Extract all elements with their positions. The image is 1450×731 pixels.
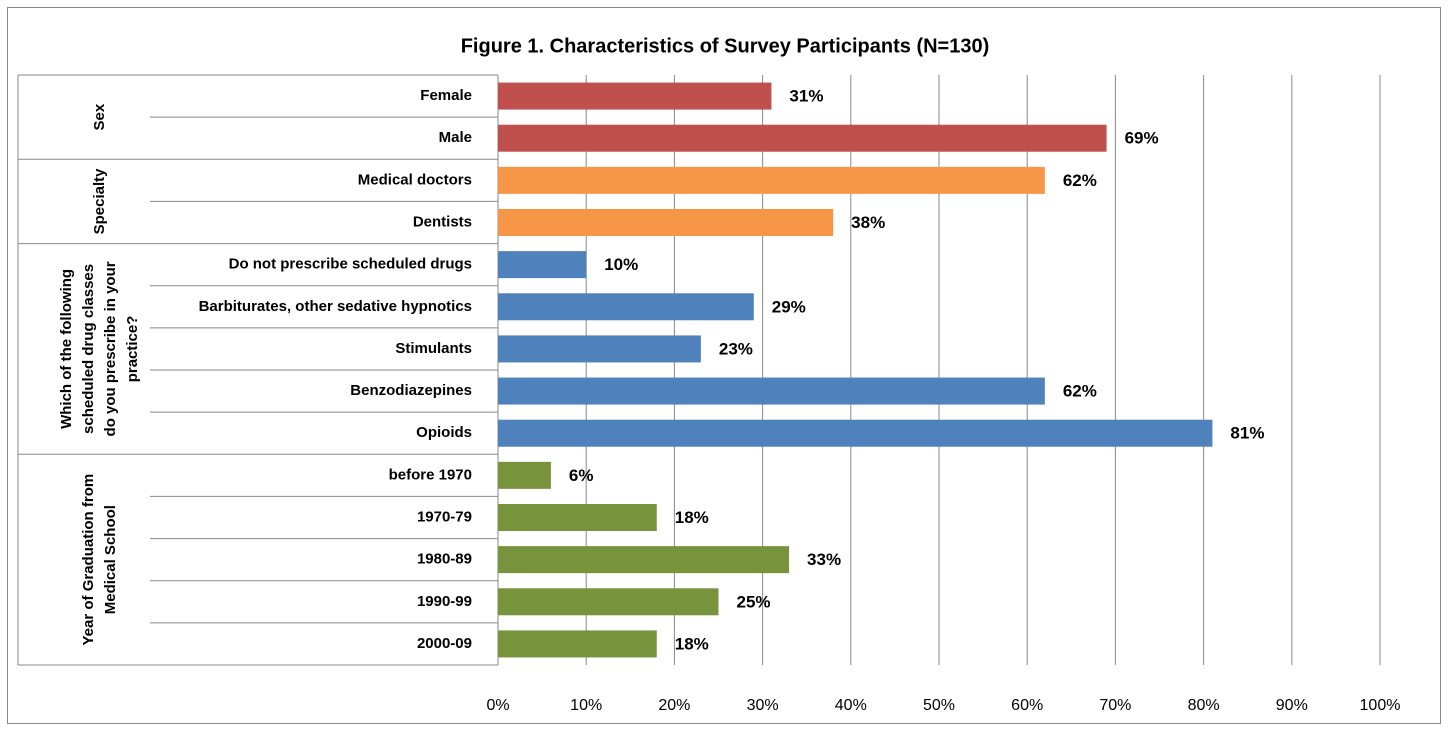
value-label: 62% (1063, 382, 1097, 401)
bar (498, 251, 587, 279)
category-label: Barbiturates, other sedative hypnotics (199, 298, 472, 315)
bar (498, 546, 790, 574)
bar (498, 124, 1107, 152)
category-label: Medical doctors (358, 171, 472, 188)
value-label: 69% (1125, 129, 1159, 148)
bar (498, 209, 834, 236)
x-tick-label: 30% (747, 697, 779, 714)
x-tick-label: 0% (486, 697, 509, 714)
value-label: 29% (772, 297, 806, 316)
value-label: 38% (851, 213, 885, 232)
x-tick-label: 70% (1099, 697, 1131, 714)
x-tick-label: 60% (1011, 697, 1043, 714)
value-label: 18% (675, 634, 709, 653)
category-label: Dentists (413, 213, 472, 230)
group-label: Specialty (91, 168, 108, 235)
group-label: Which of the following (58, 269, 75, 429)
x-tick-label: 80% (1188, 697, 1220, 714)
category-label: Opioids (416, 424, 472, 441)
bar (498, 377, 1045, 405)
chart-border (7, 7, 1441, 724)
category-label: 1970-79 (417, 508, 472, 525)
value-label: 6% (569, 466, 594, 485)
bar (498, 461, 551, 489)
group-label: Year of Graduation from (80, 474, 97, 646)
category-label: 1980-89 (417, 551, 472, 568)
x-tick-label: 50% (923, 697, 955, 714)
category-label: 2000-09 (417, 635, 472, 652)
category-label: Benzodiazepines (350, 382, 472, 399)
group-label: scheduled drug classes (80, 264, 97, 434)
bar (498, 588, 719, 616)
category-label: 1990-99 (417, 593, 472, 610)
value-label: 18% (675, 508, 709, 527)
x-tick-label: 100% (1360, 697, 1401, 714)
bar (498, 419, 1213, 447)
bar (498, 630, 657, 658)
category-label: Do not prescribe scheduled drugs (229, 256, 472, 273)
category-label: before 1970 (389, 466, 472, 483)
group-label: practice? (124, 316, 141, 383)
x-tick-label: 10% (570, 697, 602, 714)
bar (498, 293, 754, 321)
value-label: 31% (789, 87, 823, 106)
group-label: Medical School (102, 505, 119, 614)
group-label: do you prescribe in your (102, 261, 119, 436)
x-tick-label: 90% (1276, 697, 1308, 714)
chart-title: Figure 1. Characteristics of Survey Part… (461, 35, 990, 57)
bar (498, 335, 701, 363)
value-label: 33% (807, 550, 841, 569)
group-label: Sex (91, 103, 108, 130)
bar (498, 504, 657, 531)
category-label: Male (439, 129, 472, 146)
value-label: 23% (719, 339, 753, 358)
value-label: 81% (1230, 424, 1264, 443)
category-label: Stimulants (395, 340, 472, 357)
x-tick-label: 20% (658, 697, 690, 714)
value-label: 10% (604, 255, 638, 274)
value-label: 62% (1063, 171, 1097, 190)
bar (498, 166, 1045, 194)
x-tick-label: 40% (835, 697, 867, 714)
bar (498, 82, 772, 110)
value-label: 25% (737, 592, 771, 611)
category-label: Female (420, 87, 472, 104)
